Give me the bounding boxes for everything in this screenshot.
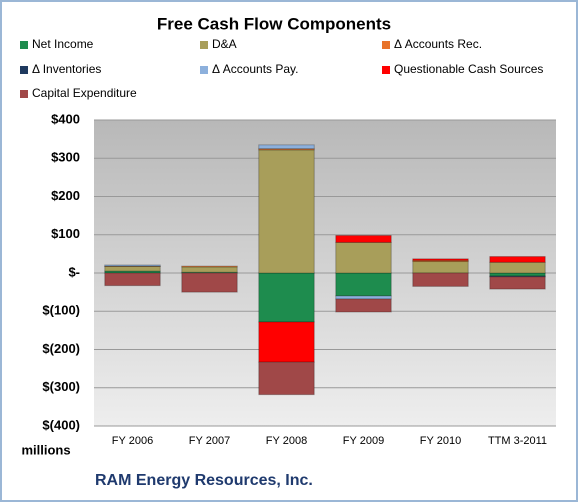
x-tick-label: FY 2010 (420, 435, 461, 447)
x-tick-label: FY 2008 (266, 435, 307, 447)
bar-segment (489, 261, 546, 274)
bar-segment (335, 298, 392, 313)
legend-label: Net Income (32, 37, 94, 51)
legend-label: Questionable Cash Sources (394, 62, 543, 76)
y-tick-label: $100 (51, 226, 80, 241)
bar-segment (335, 235, 392, 243)
y-tick-label: $300 (51, 150, 80, 165)
bar-segment (258, 321, 315, 363)
bar-segment (412, 261, 469, 274)
bar-segment (412, 272, 469, 287)
legend-swatch (20, 41, 28, 49)
bar-segment (412, 258, 469, 261)
y-tick-label: $(400) (42, 417, 80, 432)
y-tick-label: $(100) (42, 303, 80, 318)
bar-segment (181, 266, 238, 273)
legend-label: Δ Accounts Pay. (212, 62, 299, 76)
legend-label: D&A (212, 37, 237, 51)
chart-title: Free Cash Flow Components (157, 14, 391, 33)
bar-segment (489, 276, 546, 290)
y-tick-label: $- (68, 264, 80, 279)
bar-segment (181, 265, 238, 268)
bar-segment (104, 265, 161, 272)
bar-segment (258, 149, 315, 274)
y-tick-label: $(300) (42, 379, 80, 394)
x-tick-label: TTM 3-2011 (488, 435, 547, 447)
y-axis-label: millions (21, 442, 70, 457)
y-tick-label: $200 (51, 188, 80, 203)
legend-swatch (382, 41, 390, 49)
bar-segment (335, 272, 392, 297)
legend-swatch (20, 90, 28, 98)
legend-label: Capital Expenditure (32, 86, 137, 100)
legend-swatch (382, 66, 390, 74)
legend-swatch (200, 41, 208, 49)
x-tick-label: FY 2007 (189, 435, 230, 447)
legend-label: Δ Inventories (32, 62, 101, 76)
y-tick-label: $(200) (42, 341, 80, 356)
bar-segment (104, 264, 161, 267)
x-tick-label: FY 2006 (112, 435, 153, 447)
legend-swatch (20, 66, 28, 74)
bar-segment (258, 361, 315, 396)
bar-segment (258, 272, 315, 323)
legend-label: Δ Accounts Rec. (394, 37, 482, 51)
legend-swatch (200, 66, 208, 74)
bar-segment (335, 241, 392, 274)
y-tick-label: $400 (51, 111, 80, 126)
bar-segment (104, 272, 161, 287)
x-tick-label: FY 2009 (343, 435, 384, 447)
bar-segment (181, 272, 238, 293)
footer: RAM Energy Resources, Inc. (95, 472, 313, 489)
bar-segment (258, 144, 315, 150)
bar-segment (489, 256, 546, 263)
